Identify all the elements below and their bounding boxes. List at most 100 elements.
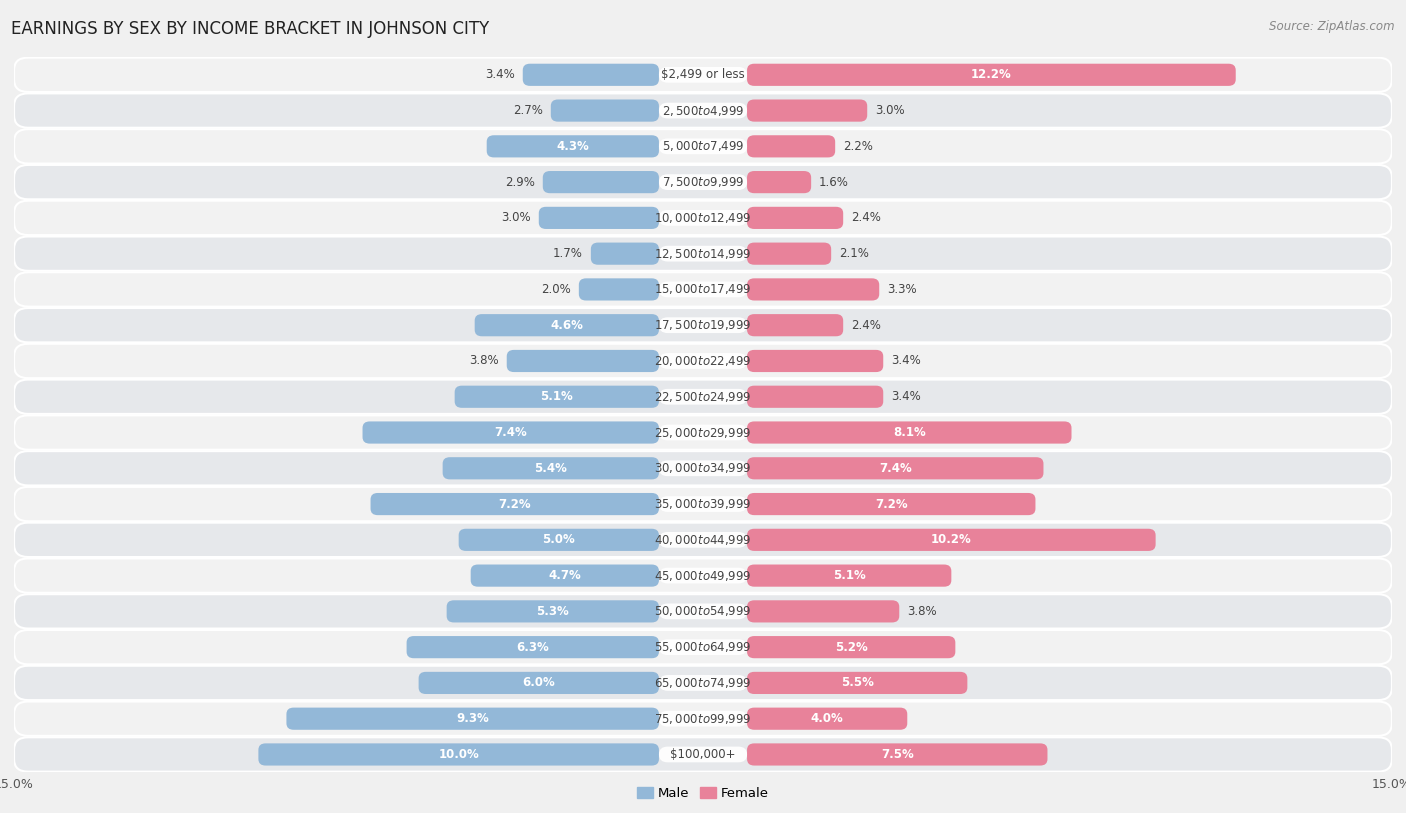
FancyBboxPatch shape <box>659 353 747 369</box>
FancyBboxPatch shape <box>454 385 659 408</box>
FancyBboxPatch shape <box>659 746 747 763</box>
FancyBboxPatch shape <box>443 457 659 480</box>
FancyBboxPatch shape <box>747 600 900 623</box>
FancyBboxPatch shape <box>419 672 659 694</box>
Text: 3.4%: 3.4% <box>891 354 921 367</box>
FancyBboxPatch shape <box>14 344 1392 378</box>
Text: 3.4%: 3.4% <box>891 390 921 403</box>
Text: 4.6%: 4.6% <box>550 319 583 332</box>
Text: $50,000 to $54,999: $50,000 to $54,999 <box>654 604 752 619</box>
FancyBboxPatch shape <box>14 93 1392 128</box>
FancyBboxPatch shape <box>747 63 1236 86</box>
Text: 3.0%: 3.0% <box>875 104 905 117</box>
FancyBboxPatch shape <box>747 564 952 587</box>
FancyBboxPatch shape <box>14 487 1392 521</box>
FancyBboxPatch shape <box>14 165 1392 199</box>
FancyBboxPatch shape <box>475 314 659 337</box>
Text: 12.2%: 12.2% <box>972 68 1012 81</box>
FancyBboxPatch shape <box>659 496 747 512</box>
FancyBboxPatch shape <box>747 135 835 158</box>
FancyBboxPatch shape <box>287 707 659 730</box>
Text: 7.4%: 7.4% <box>879 462 911 475</box>
FancyBboxPatch shape <box>659 532 747 548</box>
FancyBboxPatch shape <box>747 528 1156 551</box>
FancyBboxPatch shape <box>458 528 659 551</box>
Text: $30,000 to $34,999: $30,000 to $34,999 <box>654 461 752 476</box>
Text: 5.5%: 5.5% <box>841 676 873 689</box>
FancyBboxPatch shape <box>14 523 1392 557</box>
Text: $55,000 to $64,999: $55,000 to $64,999 <box>654 640 752 654</box>
FancyBboxPatch shape <box>363 421 659 444</box>
FancyBboxPatch shape <box>659 675 747 691</box>
Text: 2.2%: 2.2% <box>844 140 873 153</box>
Text: 10.0%: 10.0% <box>439 748 479 761</box>
FancyBboxPatch shape <box>659 460 747 476</box>
FancyBboxPatch shape <box>538 207 659 229</box>
Text: 8.1%: 8.1% <box>893 426 925 439</box>
Text: 2.7%: 2.7% <box>513 104 543 117</box>
FancyBboxPatch shape <box>579 278 659 301</box>
FancyBboxPatch shape <box>747 493 1035 515</box>
Text: $17,500 to $19,999: $17,500 to $19,999 <box>654 318 752 333</box>
FancyBboxPatch shape <box>659 281 747 298</box>
FancyBboxPatch shape <box>747 207 844 229</box>
FancyBboxPatch shape <box>506 350 659 372</box>
Text: $12,500 to $14,999: $12,500 to $14,999 <box>654 246 752 261</box>
Text: $15,000 to $17,499: $15,000 to $17,499 <box>654 282 752 297</box>
Text: 1.7%: 1.7% <box>553 247 583 260</box>
Text: 2.1%: 2.1% <box>839 247 869 260</box>
Text: 3.8%: 3.8% <box>907 605 936 618</box>
FancyBboxPatch shape <box>14 129 1392 163</box>
Text: 7.5%: 7.5% <box>882 748 914 761</box>
Legend: Male, Female: Male, Female <box>631 781 775 805</box>
Text: 5.4%: 5.4% <box>534 462 567 475</box>
FancyBboxPatch shape <box>747 421 1071 444</box>
FancyBboxPatch shape <box>659 67 747 83</box>
Text: $35,000 to $39,999: $35,000 to $39,999 <box>654 497 752 511</box>
Text: 2.9%: 2.9% <box>505 176 534 189</box>
FancyBboxPatch shape <box>14 201 1392 235</box>
Text: 5.1%: 5.1% <box>832 569 866 582</box>
FancyBboxPatch shape <box>747 672 967 694</box>
Text: 10.2%: 10.2% <box>931 533 972 546</box>
FancyBboxPatch shape <box>14 415 1392 450</box>
FancyBboxPatch shape <box>471 564 659 587</box>
FancyBboxPatch shape <box>659 389 747 405</box>
Text: 2.4%: 2.4% <box>851 211 882 224</box>
Text: $75,000 to $99,999: $75,000 to $99,999 <box>654 711 752 726</box>
FancyBboxPatch shape <box>486 135 659 158</box>
FancyBboxPatch shape <box>14 237 1392 271</box>
FancyBboxPatch shape <box>14 702 1392 736</box>
FancyBboxPatch shape <box>659 210 747 226</box>
Text: 9.3%: 9.3% <box>457 712 489 725</box>
Text: 3.3%: 3.3% <box>887 283 917 296</box>
Text: 3.8%: 3.8% <box>470 354 499 367</box>
Text: $2,499 or less: $2,499 or less <box>661 68 745 81</box>
Text: $20,000 to $22,499: $20,000 to $22,499 <box>654 354 752 368</box>
FancyBboxPatch shape <box>747 314 844 337</box>
Text: 2.0%: 2.0% <box>541 283 571 296</box>
FancyBboxPatch shape <box>14 737 1392 772</box>
Text: 4.7%: 4.7% <box>548 569 581 582</box>
FancyBboxPatch shape <box>747 171 811 193</box>
FancyBboxPatch shape <box>747 350 883 372</box>
Text: EARNINGS BY SEX BY INCOME BRACKET IN JOHNSON CITY: EARNINGS BY SEX BY INCOME BRACKET IN JOH… <box>11 20 489 38</box>
Text: 3.4%: 3.4% <box>485 68 515 81</box>
Text: 2.4%: 2.4% <box>851 319 882 332</box>
Text: $40,000 to $44,999: $40,000 to $44,999 <box>654 533 752 547</box>
Text: 6.0%: 6.0% <box>523 676 555 689</box>
Text: 3.0%: 3.0% <box>501 211 531 224</box>
Text: 5.1%: 5.1% <box>540 390 574 403</box>
FancyBboxPatch shape <box>659 174 747 190</box>
Text: $25,000 to $29,999: $25,000 to $29,999 <box>654 425 752 440</box>
FancyBboxPatch shape <box>551 99 659 122</box>
Text: 7.4%: 7.4% <box>495 426 527 439</box>
Text: 5.3%: 5.3% <box>537 605 569 618</box>
Text: 5.2%: 5.2% <box>835 641 868 654</box>
Text: $22,500 to $24,999: $22,500 to $24,999 <box>654 389 752 404</box>
FancyBboxPatch shape <box>14 630 1392 664</box>
FancyBboxPatch shape <box>259 743 659 766</box>
Text: $2,500 to $4,999: $2,500 to $4,999 <box>662 103 744 118</box>
Text: $7,500 to $9,999: $7,500 to $9,999 <box>662 175 744 189</box>
FancyBboxPatch shape <box>659 246 747 262</box>
